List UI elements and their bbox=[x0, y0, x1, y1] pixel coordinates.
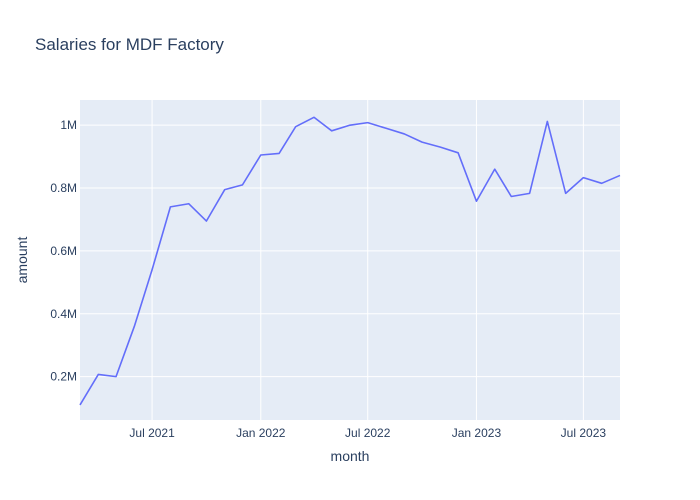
data-point[interactable] bbox=[617, 172, 623, 178]
plot-area-background bbox=[80, 100, 620, 420]
y-tick-label: 0.8M bbox=[50, 181, 77, 195]
x-axis-title: month bbox=[331, 448, 370, 464]
data-point[interactable] bbox=[329, 128, 335, 134]
data-point[interactable] bbox=[131, 323, 137, 329]
data-point[interactable] bbox=[77, 402, 83, 408]
data-point[interactable] bbox=[455, 150, 461, 156]
y-axis-title: amount bbox=[14, 237, 30, 284]
data-point[interactable] bbox=[239, 182, 245, 188]
data-point[interactable] bbox=[401, 131, 407, 137]
data-point[interactable] bbox=[222, 187, 228, 193]
data-point[interactable] bbox=[365, 120, 371, 126]
x-tick-label: Jul 2022 bbox=[345, 426, 391, 440]
data-point[interactable] bbox=[113, 374, 119, 380]
data-point[interactable] bbox=[544, 118, 550, 124]
series-line bbox=[79, 116, 621, 406]
x-tick-label: Jan 2022 bbox=[236, 426, 286, 440]
x-tick-label: Jan 2023 bbox=[452, 426, 502, 440]
y-tick-label: 0.6M bbox=[50, 244, 77, 258]
chart-title: Salaries for MDF Factory bbox=[35, 35, 224, 54]
data-point[interactable] bbox=[203, 218, 209, 224]
series-layer bbox=[77, 114, 623, 408]
data-point[interactable] bbox=[276, 150, 282, 156]
data-point[interactable] bbox=[258, 152, 264, 158]
data-point[interactable] bbox=[186, 201, 192, 207]
data-point[interactable] bbox=[95, 371, 101, 377]
data-point[interactable] bbox=[293, 124, 299, 130]
data-point[interactable] bbox=[492, 166, 498, 172]
data-point[interactable] bbox=[473, 198, 479, 204]
data-point[interactable] bbox=[437, 144, 443, 150]
data-point[interactable] bbox=[508, 194, 514, 200]
data-point[interactable] bbox=[599, 180, 605, 186]
tick-labels: Jul 2021 Jan 2022 Jul 2022 Jan 2023 Jul 2023… bbox=[50, 118, 606, 440]
data-point[interactable] bbox=[563, 190, 569, 196]
data-point[interactable] bbox=[580, 175, 586, 181]
data-point[interactable] bbox=[149, 267, 155, 273]
data-point[interactable] bbox=[419, 139, 425, 145]
x-tick-label: Jul 2021 bbox=[129, 426, 175, 440]
data-point[interactable] bbox=[383, 125, 389, 131]
y-tick-label: 0.2M bbox=[50, 370, 77, 384]
data-point[interactable] bbox=[311, 114, 317, 120]
data-point[interactable] bbox=[347, 122, 353, 128]
data-point[interactable] bbox=[527, 190, 533, 196]
data-point[interactable] bbox=[167, 204, 173, 210]
y-tick-label: 0.4M bbox=[50, 307, 77, 321]
x-tick-label: Jul 2023 bbox=[561, 426, 607, 440]
y-tick-label: 1M bbox=[60, 118, 77, 132]
